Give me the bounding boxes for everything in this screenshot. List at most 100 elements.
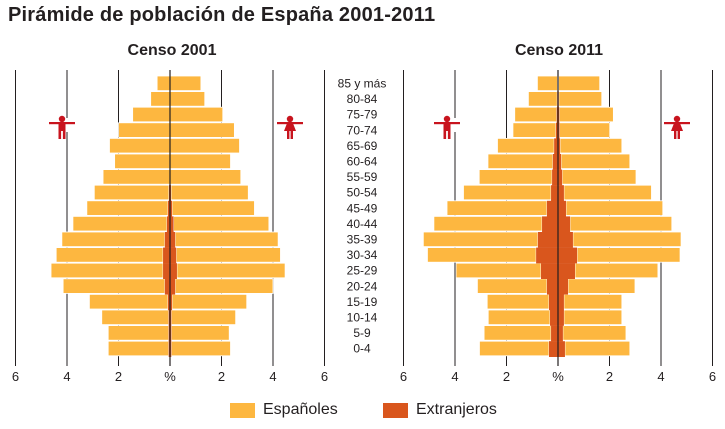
- male-figure-icon: [432, 115, 462, 139]
- bar-2001-female-spanish: [171, 200, 255, 216]
- age-group-label: 0-4: [353, 342, 371, 356]
- bar-2001-female-foreign: [170, 341, 172, 357]
- bar-2001-female-foreign: [170, 200, 173, 217]
- bar-2011-male-spanish: [512, 122, 557, 138]
- bar-2011-female-foreign: [558, 263, 575, 279]
- bar-2011-male-spanish: [433, 215, 543, 232]
- bar-2011-male-spanish: [527, 91, 558, 107]
- bar-2011-female-spanish: [559, 137, 623, 154]
- bar-2001-female-spanish: [169, 169, 242, 185]
- bar-2011-male-spanish: [487, 153, 554, 170]
- bar-2001-female-foreign: [170, 263, 177, 279]
- bar-2011-female-spanish: [563, 309, 623, 326]
- bar-2001-male-foreign: [164, 232, 170, 248]
- bar-2011-female-spanish: [560, 153, 631, 170]
- bar-2011-female-spanish: [558, 91, 603, 107]
- bar-2001-male-foreign: [163, 263, 170, 279]
- bar-2011-male-spanish: [537, 75, 558, 92]
- bar-2011-male-spanish: [477, 278, 548, 294]
- bar-2001-female-foreign: [170, 278, 176, 295]
- tick-label-2011: 4: [451, 369, 458, 384]
- bar-2011-female-foreign: [558, 154, 562, 170]
- bar-2011-male-spanish: [486, 293, 550, 310]
- bar-2001-female-foreign: [170, 232, 176, 248]
- bar-2011-female-foreign: [558, 325, 563, 342]
- bar-2011-male-spanish: [455, 262, 542, 279]
- legend-swatch-spanish: [230, 402, 255, 418]
- bar-2011-male-foreign: [552, 154, 558, 170]
- legend-label-foreign: Extranjeros: [416, 401, 497, 418]
- bar-2001-male-spanish: [86, 200, 169, 216]
- age-group-label: 80-84: [347, 92, 378, 106]
- tick-label-2001: 6: [321, 369, 328, 384]
- bar-2001-male-spanish: [114, 153, 171, 170]
- bar-2011-female-foreign: [558, 122, 560, 139]
- tick-label-2011: 4: [657, 369, 664, 384]
- bar-2001-female-spanish: [169, 137, 240, 154]
- age-group-label: 20-24: [347, 279, 378, 293]
- bar-2011-female-spanish: [558, 75, 601, 92]
- tick-label-2001: 6: [12, 369, 19, 384]
- bar-2001-male-spanish: [107, 325, 170, 341]
- tick-label-2011: 2: [606, 369, 613, 384]
- bar-2011-female-spanish: [559, 122, 611, 138]
- bar-2011-female-foreign: [558, 232, 573, 248]
- bar-2011-female-spanish: [572, 231, 682, 248]
- age-group-label: 10-14: [347, 311, 378, 325]
- bar-2011-male-foreign: [537, 232, 558, 248]
- bar-2011-female-foreign: [558, 169, 563, 186]
- bar-2001-female-spanish: [170, 184, 249, 201]
- bar-2011-male-spanish: [463, 184, 552, 201]
- bar-2011-male-spanish: [497, 137, 555, 154]
- bar-2011-female-foreign: [558, 107, 560, 123]
- tick-label-2011: %: [552, 369, 564, 384]
- bar-2001-male-spanish: [55, 247, 164, 263]
- bar-2011-female-foreign: [558, 278, 569, 295]
- bar-2011-male-foreign: [548, 294, 558, 311]
- tick-label-2011: 2: [503, 369, 510, 384]
- bar-2011-female-foreign: [558, 310, 564, 326]
- bar-2011-male-foreign: [548, 341, 558, 357]
- male-figure-icon: [47, 115, 77, 139]
- bar-2001-male-spanish: [102, 169, 171, 185]
- bar-2001-male-foreign: [167, 294, 170, 311]
- bar-2001-female-foreign: [170, 310, 172, 326]
- bar-2001-female-spanish: [171, 293, 248, 310]
- bar-2001-male-spanish: [50, 262, 164, 279]
- bar-2011-female-foreign: [558, 294, 564, 311]
- bar-2011-female-foreign: [558, 200, 566, 217]
- bar-2001-male-spanish: [62, 278, 166, 294]
- age-group-label: 85 y más: [338, 77, 387, 91]
- bar-2001-male-spanish: [101, 309, 170, 326]
- age-group-label: 70-74: [347, 123, 378, 137]
- census-2001-title: Censo 2001: [127, 42, 217, 59]
- bar-2011-female-spanish: [564, 340, 631, 357]
- bar-2001-male-foreign: [163, 247, 170, 264]
- bar-2011-male-foreign: [546, 278, 558, 295]
- bar-2011-male-foreign: [556, 107, 558, 123]
- bar-2011-female-spanish: [567, 278, 636, 294]
- bar-2011-male-foreign: [554, 138, 558, 155]
- bar-2011-male-spanish: [487, 309, 551, 326]
- age-group-label: 50-54: [347, 186, 378, 200]
- bar-2001-male-spanish: [107, 340, 170, 357]
- bar-2011-male-foreign: [541, 263, 558, 279]
- bar-2011-male-spanish: [422, 231, 539, 248]
- tick-label-2001: 4: [63, 369, 70, 384]
- bar-2001-male-spanish: [93, 184, 170, 201]
- bar-2011-male-foreign: [542, 216, 558, 233]
- bar-2001-female-spanish: [169, 106, 224, 123]
- census-2011-title: Censo 2011: [514, 42, 604, 59]
- bar-2011-female-spanish: [562, 325, 627, 341]
- bar-2001-female-foreign: [170, 325, 172, 342]
- age-group-label: 35-39: [347, 233, 378, 247]
- age-group-label: 30-34: [347, 248, 378, 262]
- bar-2001-female-spanish: [169, 153, 231, 170]
- bar-2001-male-spanish: [132, 106, 171, 123]
- age-group-label: 55-59: [347, 170, 378, 184]
- bar-2001-male-spanish: [72, 215, 168, 232]
- bar-2011-male-foreign: [551, 325, 558, 342]
- bar-2001-female-spanish: [174, 231, 279, 248]
- bar-2001-male-foreign: [168, 341, 170, 357]
